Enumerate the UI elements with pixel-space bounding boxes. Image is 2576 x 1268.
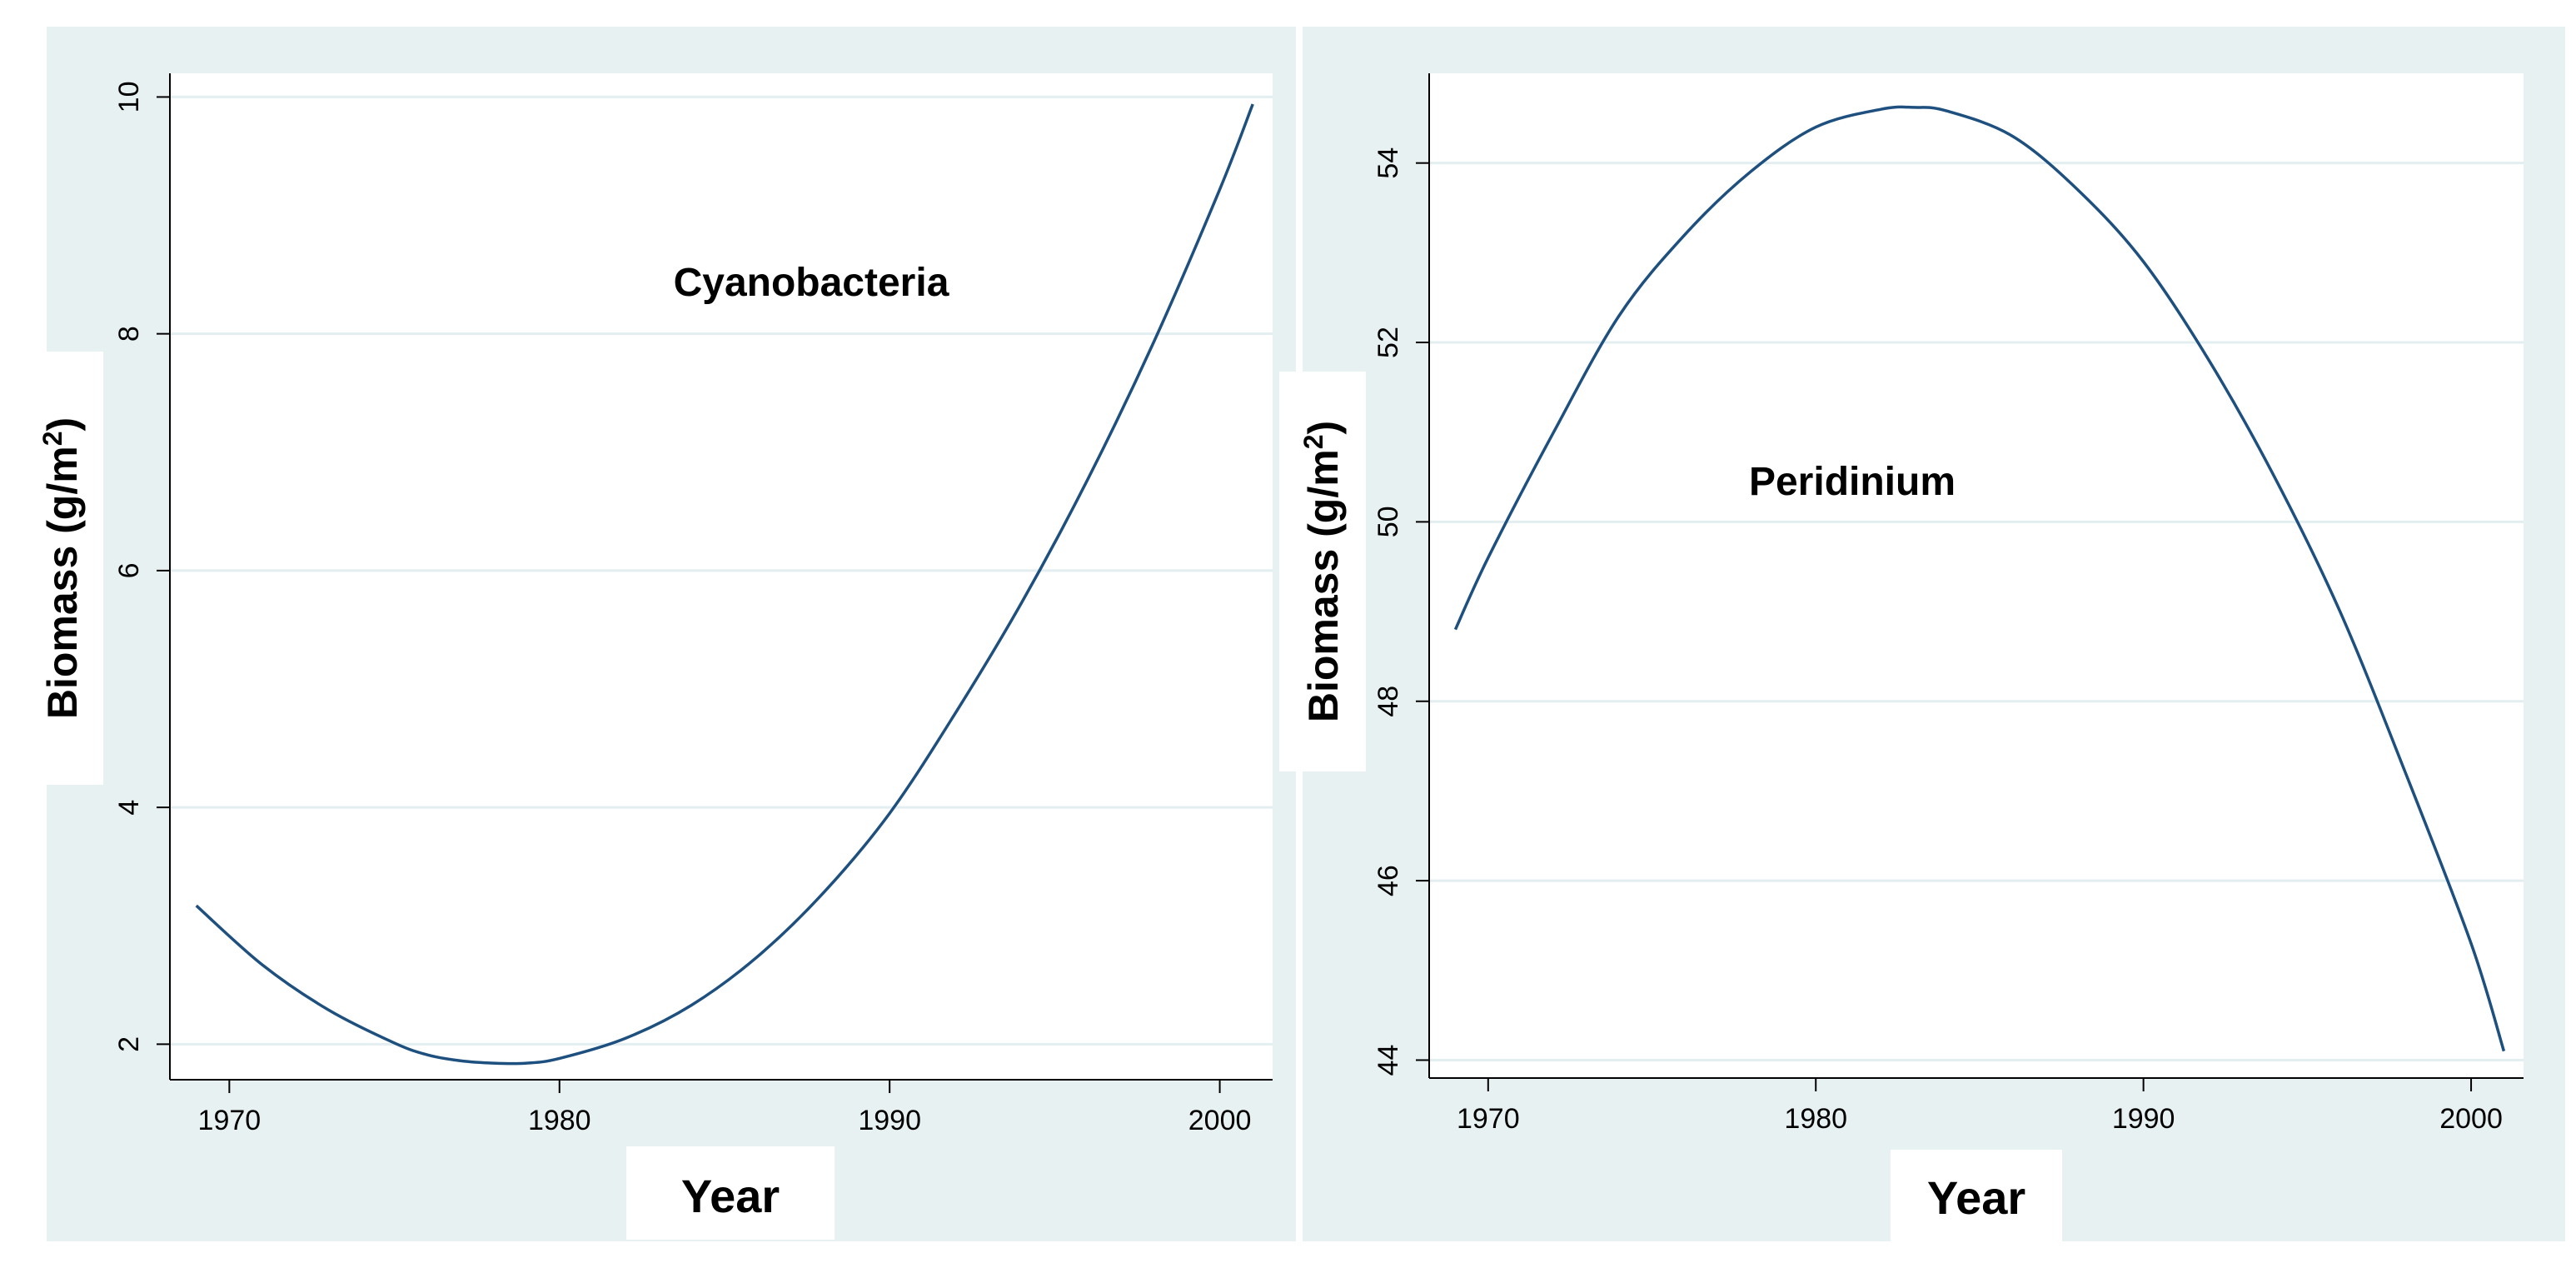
y-tick-label: 4 — [113, 800, 145, 816]
x-tick-label: 1970 — [1457, 1103, 1520, 1135]
y-tick-label: 48 — [1373, 686, 1404, 717]
cyanobacteria-panel: 2 4 6 8 10 1970 1980 1990 2000 Cyanobacteria Bi… — [0, 27, 1296, 1241]
y-tick-label: 6 — [113, 562, 145, 578]
gridlines — [1429, 162, 2524, 1061]
x-axis-label: Year — [1927, 1171, 2025, 1224]
y-ticks: 2 4 6 8 10 — [113, 82, 170, 1052]
ylabel-box — [1279, 372, 1366, 771]
x-ticks: 1970 1980 1990 2000 — [198, 1080, 1252, 1136]
xlabel-box — [1891, 1150, 2062, 1241]
x-tick-label: 1970 — [198, 1105, 262, 1136]
y-tick-label: 52 — [1373, 327, 1404, 358]
xlabel-box — [626, 1146, 835, 1240]
series-annotation: Cyanobacteria — [674, 261, 949, 305]
x-tick-label: 1990 — [858, 1105, 921, 1136]
y-tick-label: 2 — [113, 1036, 145, 1052]
plot-area — [170, 73, 1273, 1080]
y-axis-label-superscript: 2 — [37, 432, 67, 447]
x-tick-label: 1980 — [528, 1105, 591, 1136]
y-tick-label: 44 — [1373, 1045, 1404, 1076]
x-tick-label: 2000 — [2439, 1103, 2503, 1135]
x-tick-label: 1990 — [2112, 1103, 2175, 1135]
y-axis-label: Biomass (g/m2) — [1298, 421, 1347, 722]
y-ticks: 44 46 48 50 52 54 — [1373, 147, 1429, 1076]
ylabel-box — [0, 352, 103, 785]
y-axis-label-superscript: 2 — [1298, 435, 1328, 450]
x-tick-label: 1980 — [1784, 1103, 1847, 1135]
y-tick-label: 10 — [113, 82, 145, 113]
y-tick-label: 8 — [113, 326, 145, 342]
peridinium-line — [1453, 105, 2506, 1052]
series-annotation: Peridinium — [1749, 460, 1956, 504]
y-tick-label: 46 — [1373, 865, 1404, 896]
peridinium-panel: 44 46 48 50 52 54 1970 1980 1990 2000 Peridinium… — [1279, 27, 2565, 1241]
cyanobacteria-line — [195, 103, 1254, 1066]
plot-area — [1429, 73, 2524, 1078]
x-tick-label: 2000 — [1188, 1105, 1252, 1136]
y-tick-label: 50 — [1373, 506, 1404, 537]
x-axis-label: Year — [681, 1170, 780, 1222]
y-axis-label: Biomass (g/m2) — [37, 417, 86, 719]
y-tick-label: 54 — [1373, 147, 1404, 179]
gridlines — [170, 95, 1273, 1046]
x-ticks: 1970 1980 1990 2000 — [1457, 1078, 2503, 1135]
